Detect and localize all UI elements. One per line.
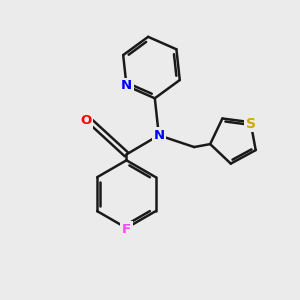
Text: O: O <box>80 114 92 127</box>
Text: N: N <box>153 129 164 142</box>
Text: N: N <box>121 79 132 92</box>
Text: F: F <box>122 223 131 236</box>
Text: S: S <box>245 117 256 131</box>
